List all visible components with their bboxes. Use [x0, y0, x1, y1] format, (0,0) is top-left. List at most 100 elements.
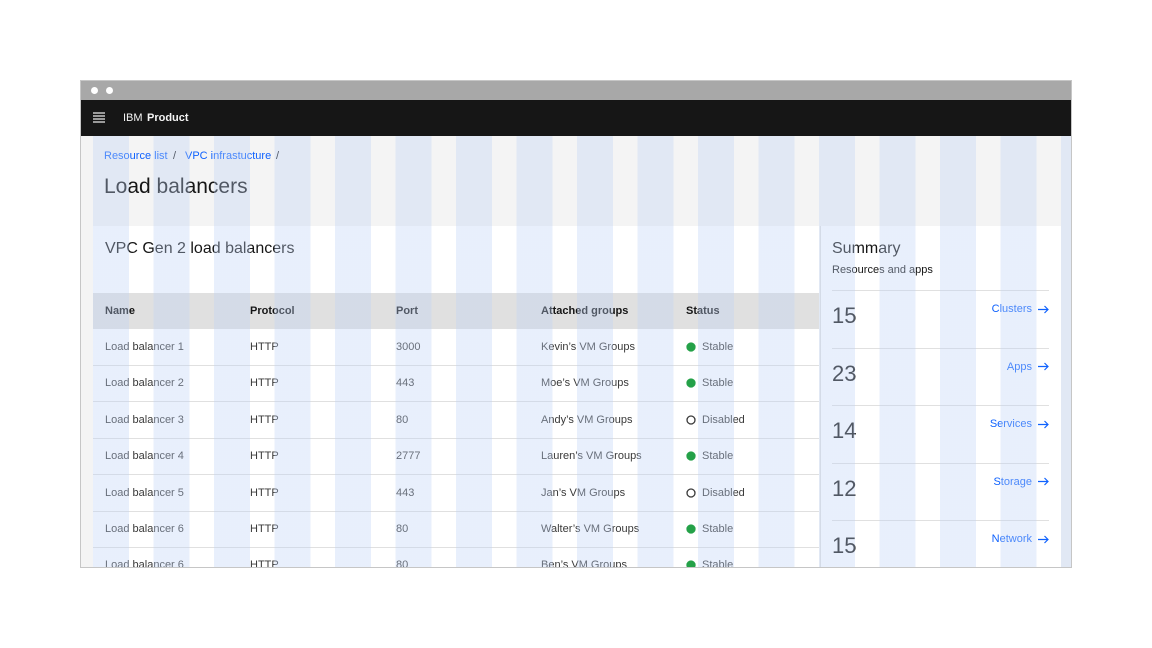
table-cell: HTTP	[250, 377, 279, 390]
app-header: IBM Product	[81, 100, 1071, 136]
arrow-icon[interactable]	[1038, 362, 1049, 371]
table-cell: HTTP	[250, 559, 279, 568]
status-dot	[686, 378, 696, 389]
breadcrumb-separator: /	[276, 150, 280, 162]
status-dot	[686, 487, 696, 498]
summary-subtitle: Resources and apps	[832, 264, 933, 276]
table-cell: Load balancer 2	[105, 377, 184, 390]
summary-title: Summary	[832, 240, 901, 257]
link-label[interactable]: Services	[989, 418, 1032, 430]
status-dot	[686, 451, 696, 461]
table-row: Load balancer 1 HTTP 3000 Kevin’s VM Groups…	[93, 329, 819, 366]
summary-list: 15 Clusters 23 Apps 14 Services 12 Storage 15 Net…	[821, 290, 1061, 567]
arrow-icon[interactable]	[1038, 305, 1049, 314]
item-count: 15	[832, 533, 857, 558]
status-icon	[686, 378, 696, 389]
item-count: 15	[832, 303, 857, 328]
table-row: Load balancer 5 HTTP 443 Jan’s VM Groups Dis…	[93, 475, 819, 512]
status-icon	[686, 342, 696, 352]
status-icon	[686, 415, 696, 425]
breadcrumb-link[interactable]: VPC infrastucture	[185, 150, 272, 162]
table-cell: 80	[396, 559, 409, 568]
column-header: Status	[686, 305, 720, 317]
status-icon	[686, 487, 696, 498]
table-cell: HTTP	[250, 413, 279, 426]
table-body: Load balancer 1 HTTP 3000 Kevin’s VM Groups…	[93, 329, 819, 568]
page-title: Load balancers	[104, 175, 248, 198]
item-link[interactable]: Network	[992, 533, 1049, 545]
product-name: Product	[147, 112, 189, 124]
card-title: VPC Gen 2 load balancers	[105, 240, 295, 257]
summary-item: 14 Services	[832, 405, 1049, 463]
status-text: Stable	[702, 523, 734, 535]
item-count: 14	[832, 418, 857, 443]
table-row: Load balancer 4 HTTP 2777 Lauren’s VM Group…	[93, 438, 819, 476]
column-header: Name	[105, 305, 135, 317]
status-text: Stable	[702, 559, 734, 568]
table-cell: Ben’s VM Groups	[541, 559, 628, 568]
status-dot	[686, 524, 696, 534]
link-label[interactable]: Storage	[993, 475, 1032, 488]
summary-item: 15 Network	[832, 520, 1049, 567]
brand: IBM	[123, 112, 143, 124]
window-dot	[106, 87, 113, 94]
column-header: Attached groups	[541, 305, 629, 317]
table-card: VPC Gen 2 load balancers Name Protocol Por…	[93, 226, 819, 568]
link-label[interactable]: Network	[991, 533, 1032, 545]
table-cell: Load balancer 4	[105, 450, 184, 463]
table-row: Load balancer 2 HTTP 443 Moe’s VM Groups Sta…	[93, 365, 819, 403]
menu-icon[interactable]	[93, 112, 105, 123]
table-row: Load balancer 3 HTTP 80 Andy’s VM Groups Dis…	[93, 402, 819, 439]
arrow-icon[interactable]	[1038, 420, 1049, 429]
item-count: 23	[832, 360, 857, 386]
status-text: Disabled	[702, 413, 745, 426]
table-cell: Andy’s VM Groups	[541, 413, 633, 426]
table-row: Load balancer 6 HTTP 80 Walter’s VM Groups S…	[93, 511, 819, 548]
item-link[interactable]: Apps	[1007, 361, 1049, 373]
table-cell: HTTP	[250, 450, 279, 463]
table-cell: HTTP	[250, 523, 279, 535]
arrow-icon[interactable]	[1038, 477, 1049, 486]
table-cell: Jan’s VM Groups	[541, 486, 626, 499]
table-cell: Lauren’s VM Groups	[541, 450, 642, 463]
breadcrumb-separator: /	[173, 150, 177, 162]
link-label[interactable]: Apps	[1006, 360, 1032, 373]
table-cell: 80	[396, 413, 409, 426]
summary-item: 23 Apps	[832, 347, 1049, 406]
table-cell: 443	[396, 377, 415, 390]
item-count: 12	[832, 475, 857, 501]
table-cell: Load balancer 5	[105, 486, 184, 499]
item-link[interactable]: Storage	[993, 476, 1049, 488]
table-cell: 443	[396, 486, 415, 499]
status-dot	[686, 560, 696, 567]
table-cell: HTTP	[250, 486, 279, 499]
status-text: Stable	[702, 377, 734, 390]
table-cell: Load balancer 3	[105, 413, 184, 426]
status-text: Disabled	[702, 486, 745, 499]
window-bar	[81, 81, 1071, 100]
table-cell: Moe’s VM Groups	[541, 377, 629, 390]
item-link[interactable]: Clusters	[992, 303, 1049, 315]
table-cell: 2777	[396, 450, 421, 463]
status-dot	[686, 342, 696, 352]
table-cell: Kevin’s VM Groups	[541, 341, 635, 353]
breadcrumb-link[interactable]: Resource list	[104, 150, 168, 162]
table-cell: Load balancer 1	[105, 341, 184, 353]
browser-window: IBM Product Resource list / VPC infrastu…	[80, 80, 1072, 568]
column-header: Port	[396, 305, 418, 317]
summary-panel: Summary Resources and apps 15 Clusters 23 A…	[820, 226, 1061, 567]
status-icon	[686, 524, 696, 534]
table-cell: 3000	[396, 341, 421, 353]
table-cell: Load balancer 6	[105, 523, 184, 535]
status-dot	[686, 415, 696, 425]
table-cell: 80	[396, 523, 409, 535]
summary-item: 15 Clusters	[832, 290, 1049, 348]
arrow-icon[interactable]	[1038, 535, 1049, 544]
item-link[interactable]: Services	[990, 418, 1049, 430]
table-cell: HTTP	[250, 341, 279, 353]
status-icon	[686, 451, 696, 461]
table-cell: Load balancer 6	[105, 559, 184, 568]
table-row: Load balancer 6 HTTP 80 Ben’s VM Groups Stab…	[93, 547, 819, 568]
link-label[interactable]: Clusters	[991, 303, 1032, 315]
summary-item: 12 Storage	[832, 462, 1049, 521]
